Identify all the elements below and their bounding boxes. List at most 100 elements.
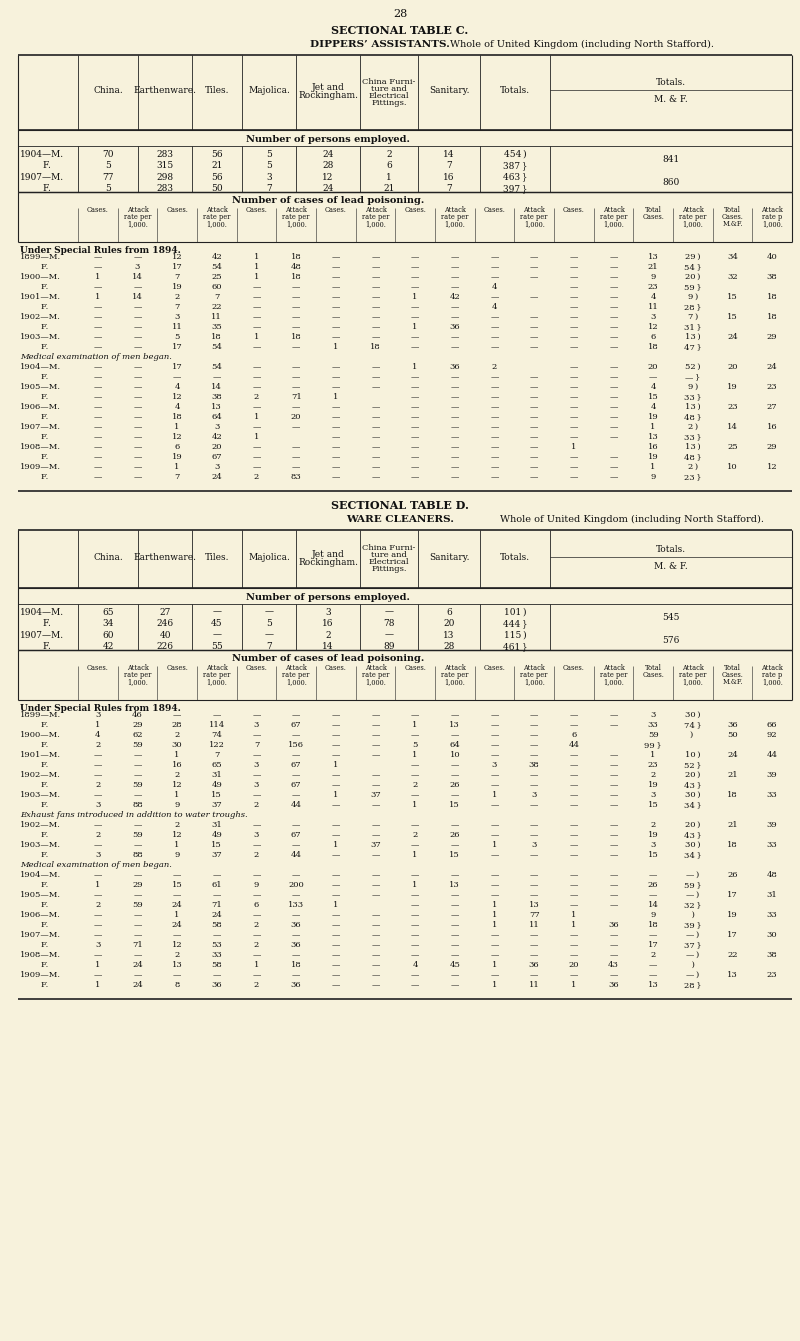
Text: —: — (292, 771, 300, 779)
Text: —: — (292, 363, 300, 371)
Text: —: — (450, 821, 459, 829)
Text: 2: 2 (413, 831, 418, 839)
Text: 18: 18 (211, 333, 222, 341)
Text: —: — (570, 283, 578, 291)
Text: —: — (610, 872, 618, 878)
Text: —: — (450, 971, 459, 979)
Text: 1899—M.: 1899—M. (20, 253, 61, 261)
Text: 7: 7 (174, 303, 180, 311)
Text: —: — (332, 742, 340, 750)
Text: 28: 28 (393, 9, 407, 19)
Text: 8: 8 (174, 982, 180, 990)
Text: —: — (530, 971, 538, 979)
Text: 11: 11 (529, 921, 539, 929)
Text: F.: F. (20, 901, 48, 909)
Text: 67: 67 (211, 453, 222, 461)
Text: 1,000.: 1,000. (603, 220, 624, 228)
Text: 4: 4 (650, 404, 656, 410)
Text: 15: 15 (727, 292, 738, 300)
Text: Attack: Attack (206, 207, 228, 215)
Text: 6: 6 (446, 607, 452, 617)
Text: Jet and: Jet and (312, 83, 344, 93)
Text: 3: 3 (254, 760, 259, 768)
Text: Attack: Attack (444, 207, 466, 215)
Text: Attack: Attack (682, 664, 704, 672)
Text: 463 }: 463 } (502, 173, 527, 181)
Text: 92: 92 (767, 731, 778, 739)
Text: 33: 33 (648, 721, 658, 730)
Text: —: — (371, 453, 380, 461)
Text: 9 ): 9 ) (688, 292, 698, 300)
Text: 2: 2 (254, 393, 259, 401)
Text: —: — (490, 312, 498, 320)
Text: 77: 77 (102, 173, 114, 181)
Text: —: — (530, 821, 538, 829)
Text: Number of cases of lead poisoning.: Number of cases of lead poisoning. (232, 653, 424, 662)
Text: —: — (649, 931, 658, 939)
Text: 3: 3 (95, 711, 101, 719)
Text: —: — (134, 363, 142, 371)
Text: 1,000.: 1,000. (762, 220, 782, 228)
Text: 1: 1 (571, 911, 577, 919)
Text: 841: 841 (662, 156, 680, 164)
Text: 10: 10 (450, 751, 460, 759)
Text: —: — (450, 433, 459, 441)
Text: 29: 29 (132, 881, 143, 889)
Text: 9: 9 (650, 473, 656, 481)
Text: —: — (134, 303, 142, 311)
Text: 1,000.: 1,000. (682, 679, 703, 687)
Text: 20: 20 (443, 620, 454, 628)
Text: —: — (94, 303, 102, 311)
Text: 13 ): 13 ) (685, 333, 701, 341)
Text: —: — (450, 931, 459, 939)
Text: —: — (252, 890, 261, 898)
Text: 1905—M.: 1905—M. (20, 890, 61, 898)
Text: —: — (252, 841, 261, 849)
Text: 26: 26 (450, 831, 460, 839)
Text: —: — (490, 801, 498, 809)
Text: —: — (94, 422, 102, 430)
Text: —: — (94, 373, 102, 381)
Text: —: — (570, 780, 578, 789)
Text: 2: 2 (650, 821, 656, 829)
Text: rate per: rate per (679, 213, 706, 221)
Text: —: — (490, 971, 498, 979)
Text: —: — (94, 971, 102, 979)
Text: —: — (530, 393, 538, 401)
Text: —: — (332, 771, 340, 779)
Text: —: — (570, 263, 578, 271)
Text: 1907—M.: 1907—M. (20, 630, 64, 640)
Text: —: — (213, 630, 222, 640)
Text: F.: F. (20, 760, 48, 768)
Text: 9: 9 (650, 911, 656, 919)
Text: 9: 9 (174, 801, 180, 809)
Text: rate per: rate per (362, 213, 389, 221)
Text: —: — (371, 890, 380, 898)
Text: —: — (450, 274, 459, 282)
Text: 23: 23 (767, 971, 778, 979)
Text: rate p: rate p (762, 670, 782, 679)
Text: —: — (530, 831, 538, 839)
Text: F.: F. (20, 852, 48, 860)
Text: —: — (450, 263, 459, 271)
Text: —: — (292, 384, 300, 392)
Text: —: — (610, 852, 618, 860)
Text: —: — (450, 711, 459, 719)
Text: 1907—M.: 1907—M. (20, 422, 61, 430)
Text: —: — (530, 333, 538, 341)
Text: 65: 65 (102, 607, 114, 617)
Text: —: — (450, 312, 459, 320)
Text: 4: 4 (95, 731, 101, 739)
Text: —: — (371, 971, 380, 979)
Text: rate per: rate per (441, 213, 469, 221)
Text: Under Special Rules from 1894.: Under Special Rules from 1894. (20, 245, 181, 255)
Text: 3: 3 (95, 941, 101, 949)
Text: —: — (530, 721, 538, 730)
Text: 54 }: 54 } (684, 263, 702, 271)
Text: —: — (94, 312, 102, 320)
Text: F.: F. (20, 161, 51, 170)
Text: —: — (450, 373, 459, 381)
Text: —: — (173, 373, 182, 381)
Text: 1,000.: 1,000. (762, 679, 782, 687)
Text: 23: 23 (648, 760, 658, 768)
